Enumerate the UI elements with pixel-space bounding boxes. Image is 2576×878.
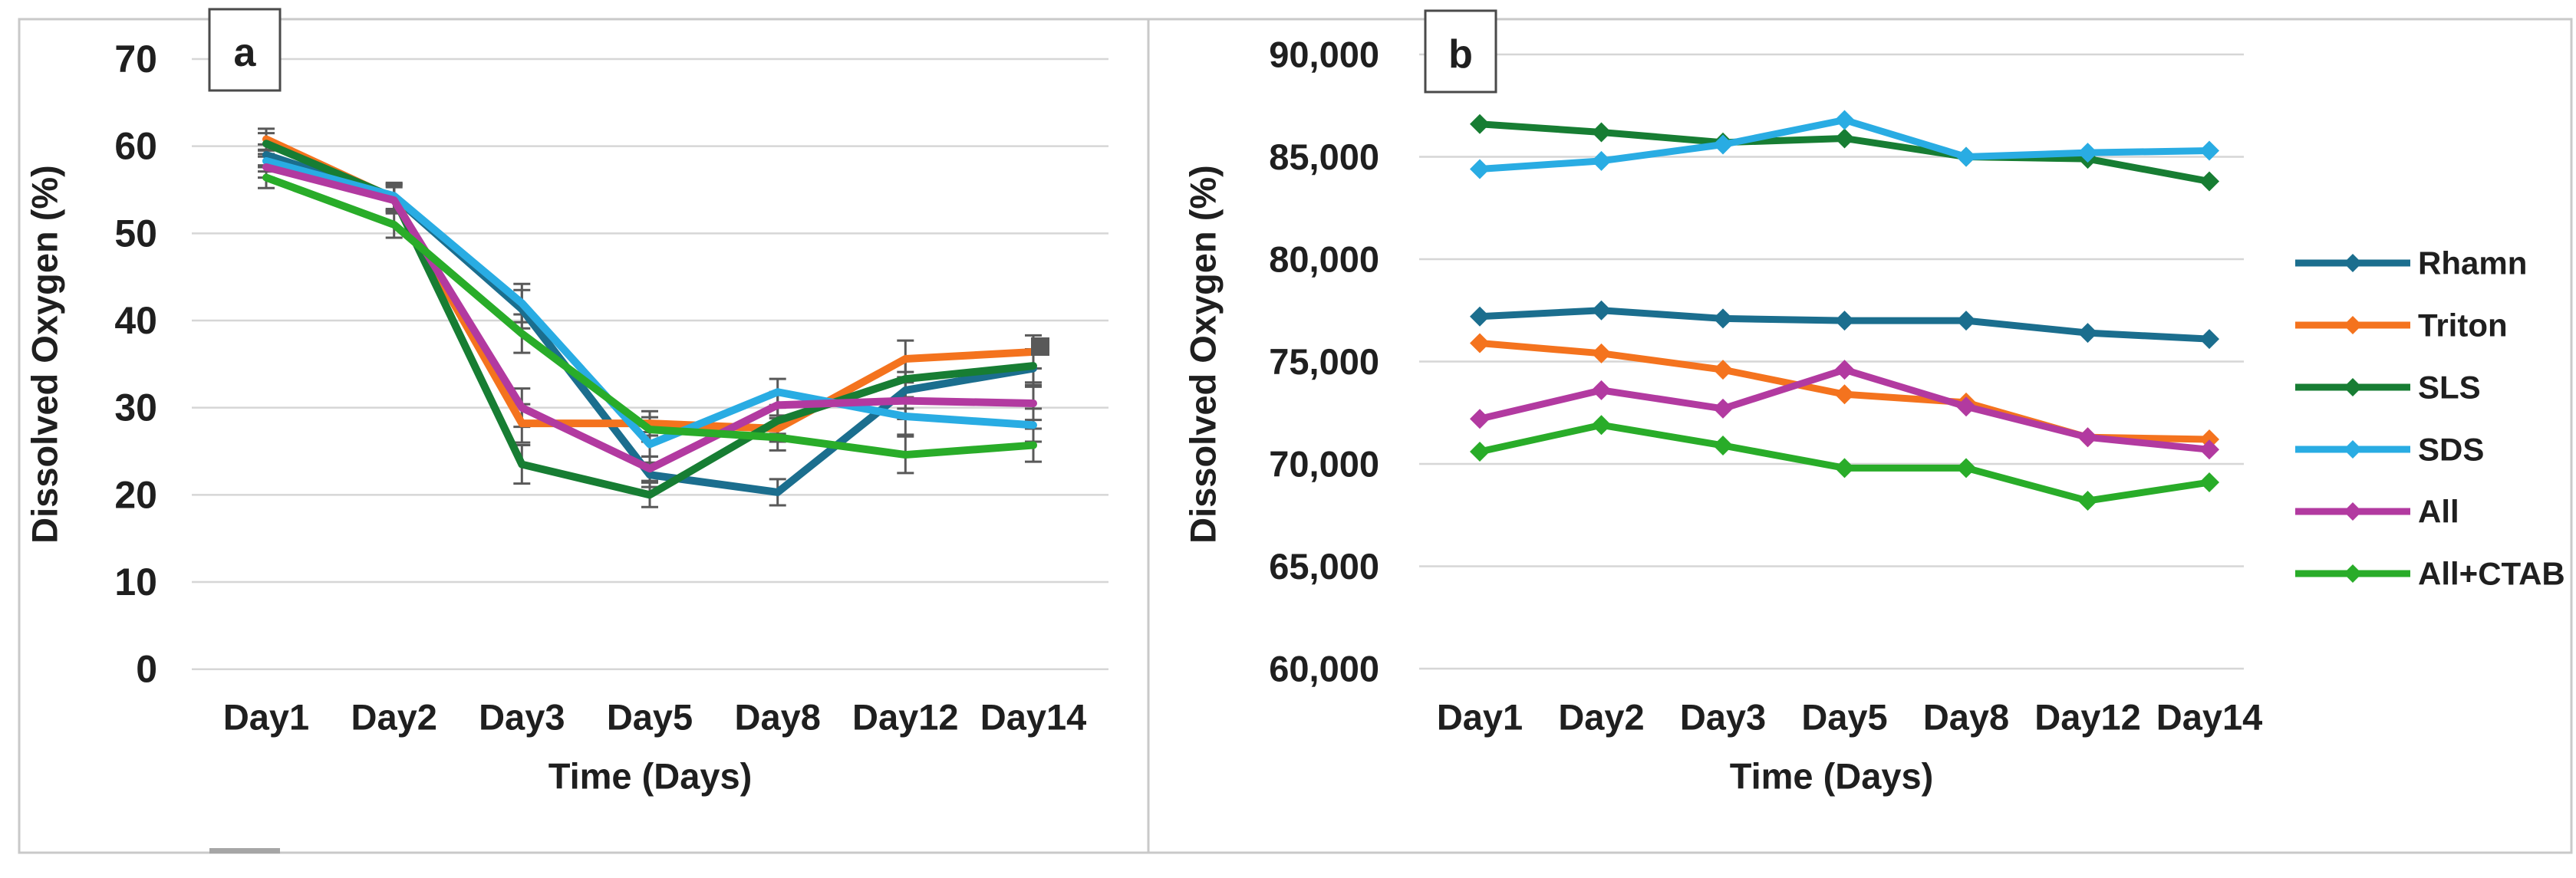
- panel-b-series-SDS-marker: [1956, 146, 1976, 167]
- panel-b-series-All+CTAB-marker: [1834, 458, 1855, 478]
- panel-b-series-All-marker: [1591, 380, 1612, 400]
- panel-a-xtick-label: Day3: [479, 697, 565, 738]
- panel-b-series-Rhamn-marker: [1713, 308, 1733, 329]
- panel-a-series-All+CTAB-line: [262, 173, 1037, 459]
- legend-label-Rhamn: Rhamn: [2418, 245, 2527, 281]
- panel-b-ytick-label: 90,000: [1269, 35, 1379, 75]
- panel-a-xtick-label: Day5: [607, 697, 693, 738]
- panel-b-xtick-label: Day12: [2034, 697, 2141, 738]
- panel-a-xtick-label: Day2: [351, 697, 437, 738]
- panel-a-ytick-label: 70: [114, 38, 157, 81]
- panel-b-series-All+CTAB-marker: [1470, 441, 1490, 462]
- legend-label-All: All: [2418, 494, 2459, 530]
- panel-b-x-axis-title: Time (Days): [1730, 756, 1934, 797]
- panel-a-xtick-label: Day12: [852, 697, 959, 738]
- legend-label-SDS: SDS: [2418, 432, 2484, 468]
- panel-b-series-All+CTAB-marker: [1591, 415, 1612, 436]
- panel-b-series-All+CTAB-marker: [2077, 491, 2098, 511]
- panel-b-series-Rhamn-marker: [1470, 306, 1490, 327]
- panel-a-ytick-label: 40: [114, 299, 157, 342]
- panel-b-xtick-label: Day14: [2156, 697, 2263, 738]
- panel-a-series-SDS-line: [262, 156, 1037, 449]
- panel-b-xtick-label: Day1: [1437, 697, 1523, 738]
- panel-b-ytick-label: 70,000: [1269, 444, 1379, 485]
- legend-marker-Rhamn: [2344, 254, 2362, 272]
- panel-b-y-axis-title: Dissolved Oxygen (%): [1183, 165, 1224, 544]
- panel-b-series-All-marker: [2199, 439, 2219, 460]
- panel-a-ytick-label: 50: [114, 212, 157, 255]
- panel-a-x-axis-title: Time (Days): [548, 756, 753, 797]
- panel-b-series-All-line: [1476, 366, 2213, 453]
- panel-b-series-SLS-marker: [1834, 128, 1855, 149]
- panel-a-ytick-label: 30: [114, 386, 157, 429]
- panel-a-ytick-label: 10: [114, 561, 157, 603]
- panel-b-series-All+CTAB-marker: [1956, 458, 1976, 478]
- legend-marker-SLS: [2344, 378, 2362, 396]
- panel-b-series-SLS-marker: [1591, 122, 1612, 143]
- panel-b-series-Rhamn-marker: [2077, 323, 2098, 344]
- legend-marker-SDS: [2344, 440, 2362, 459]
- panel-a-ytick-label: 0: [136, 648, 157, 691]
- panel-b-series-Triton-marker: [2199, 429, 2219, 449]
- panel-b-series-SDS-marker: [1834, 110, 1855, 130]
- panel-b-series-SLS-marker: [1470, 113, 1490, 134]
- panel-b-xtick-label: Day8: [1923, 697, 2009, 738]
- panel-b-series-Triton-marker: [1713, 360, 1733, 380]
- legend-marker-All+CTAB: [2344, 564, 2362, 583]
- panel-b-series-All-marker: [1470, 409, 1490, 429]
- panel-b-series-SDS-marker: [1713, 134, 1733, 155]
- panel-b-series-All-marker: [1834, 360, 1855, 380]
- panel-b-ytick-label: 80,000: [1269, 239, 1379, 280]
- panel-a-xtick-label: Day14: [980, 697, 1087, 738]
- panel-b-ytick-label: 60,000: [1269, 649, 1379, 689]
- panel-b-series-SDS-marker: [2199, 140, 2219, 161]
- panel-b-xtick-label: Day5: [1801, 697, 1887, 738]
- panel-b-series-All+CTAB-marker: [2199, 472, 2219, 493]
- panel-a-series-All-line: [262, 163, 1037, 473]
- panel-b-series-SLS-marker: [2199, 171, 2219, 192]
- legend-label-SLS: SLS: [2418, 370, 2481, 406]
- legend-label-Triton: Triton: [2418, 307, 2508, 344]
- panel-b-xtick-label: Day3: [1680, 697, 1766, 738]
- panel-b-series-Rhamn-marker: [1834, 311, 1855, 331]
- panel-a-xtick-label: Day1: [223, 697, 309, 738]
- panel-b-series-All-marker: [1956, 396, 1976, 417]
- legend-marker-All: [2344, 502, 2362, 521]
- panel-b-series-Triton-marker: [1591, 343, 1612, 363]
- legend-label-All+CTAB: All+CTAB: [2418, 556, 2565, 592]
- scan-artifact-dash: [209, 848, 280, 853]
- panel-b-series-SDS-marker: [1470, 159, 1490, 179]
- panel-b-series-SDS-marker: [2077, 143, 2098, 163]
- panel-a-letter-box: [208, 8, 282, 92]
- panel-b-series-Rhamn-marker: [1591, 300, 1612, 321]
- panel-b-series-Rhamn-marker: [1956, 311, 1976, 331]
- panel-b-series-All-marker: [2077, 427, 2098, 448]
- legend-marker-Triton: [2344, 316, 2362, 334]
- panel-b-series-Rhamn-marker: [2199, 329, 2219, 350]
- figure-frame: [18, 18, 2573, 854]
- panel-a-ytick-label: 20: [114, 473, 157, 516]
- panel-b-letter: b: [1448, 32, 1473, 77]
- panel-b-ytick-label: 75,000: [1269, 341, 1379, 382]
- panel-a-y-axis-title: Dissolved Oxygen (%): [25, 165, 65, 544]
- panel-b-letter-box: [1424, 9, 1497, 94]
- panel-b-series-Triton-marker: [1834, 384, 1855, 405]
- panel-b-xtick-label: Day2: [1558, 697, 1644, 738]
- panel-b-series-SDS-marker: [1591, 150, 1612, 171]
- panel-b-ytick-label: 65,000: [1269, 546, 1379, 587]
- panel-a-ytick-label: 60: [114, 125, 157, 168]
- scan-artifact-square: [1031, 337, 1049, 356]
- panel-b-series-All+CTAB-marker: [1713, 435, 1733, 455]
- panel-b-series-All-marker: [1713, 398, 1733, 419]
- panel-a-xtick-label: Day8: [735, 697, 821, 738]
- panel-b-ytick-label: 85,000: [1269, 136, 1379, 177]
- panel-b-series-Triton-marker: [1470, 333, 1490, 354]
- panel-a-letter: a: [234, 31, 257, 75]
